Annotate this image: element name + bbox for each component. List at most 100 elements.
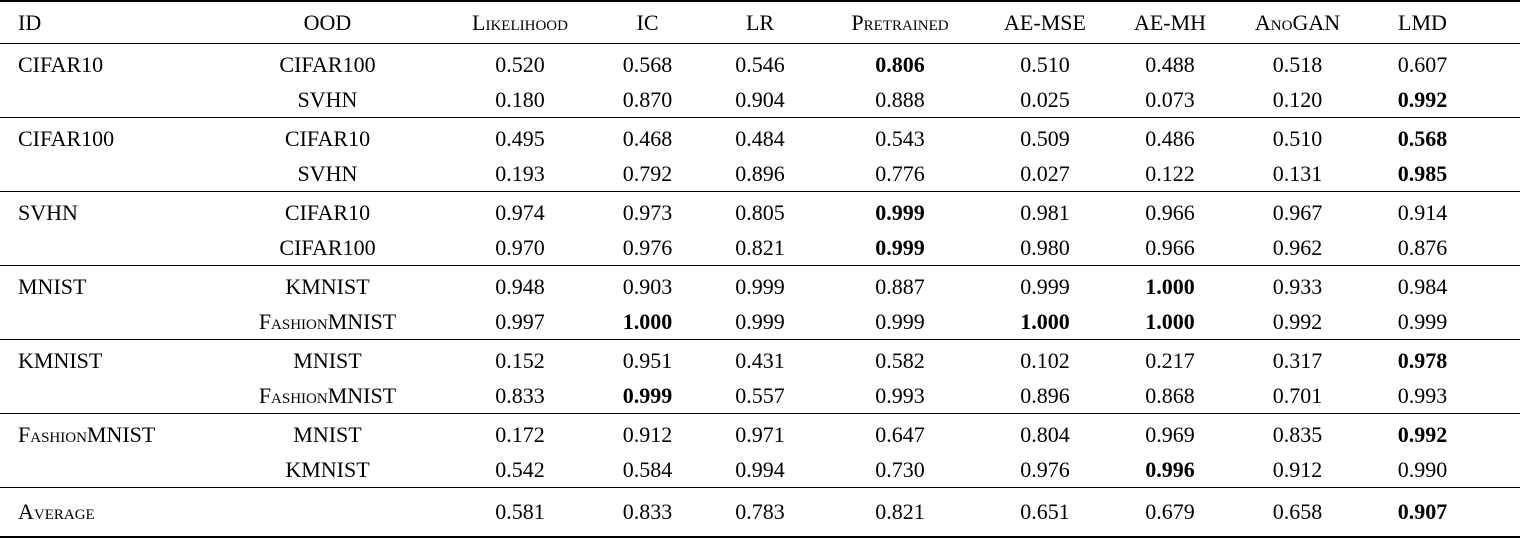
table-row: FashionMNIST 0.833 0.999 0.557 0.993 0.896 0.8… bbox=[0, 378, 1520, 414]
table-row: FashionMNIST MNIST 0.172 0.912 0.971 0.647 0.8… bbox=[0, 413, 1520, 452]
score-cell: 0.990 bbox=[1397, 456, 1448, 482]
score-cell: 0.317 bbox=[1230, 339, 1365, 378]
id-dataset-cell: FashionMNIST bbox=[0, 413, 210, 452]
score-cell: 0.876 bbox=[1397, 234, 1448, 260]
table-row: CIFAR100 CIFAR10 0.495 0.468 0.484 0.543 0.509… bbox=[0, 117, 1520, 156]
id-dataset-cell: CIFAR10 bbox=[0, 43, 210, 82]
score-cell: 0.543 bbox=[820, 117, 980, 156]
column-header-lmd: LMD bbox=[1365, 1, 1520, 44]
score-cell: 0.969 bbox=[1110, 413, 1230, 452]
average-label-cell: Average bbox=[0, 487, 210, 537]
score-cell: 0.486 bbox=[1110, 117, 1230, 156]
score-cell: 0.701 bbox=[1272, 382, 1323, 408]
column-header-anogan: AnoGAN bbox=[1230, 1, 1365, 44]
score-cell: 0.999 bbox=[875, 234, 925, 260]
score-cell: 1.000 bbox=[622, 308, 673, 334]
ood-dataset-cell: FashionMNIST bbox=[258, 308, 397, 334]
score-cell: 0.510 bbox=[980, 43, 1110, 82]
score-cell: 0.122 bbox=[1145, 160, 1195, 186]
score-cell: 0.520 bbox=[445, 43, 595, 82]
score-cell: 0.217 bbox=[1110, 339, 1230, 378]
table-row: KMNIST 0.542 0.584 0.994 0.730 0.976 0.996 0.91… bbox=[0, 452, 1520, 488]
table-header: ID OOD Likelihood IC LR Pretrained AE-MS… bbox=[0, 1, 1520, 44]
score-cell: 0.993 bbox=[875, 382, 925, 408]
score-cell: 0.557 bbox=[735, 382, 785, 408]
column-header-pretrained: Pretrained bbox=[820, 1, 980, 44]
score-cell: 0.806 bbox=[820, 43, 980, 82]
score-cell: 0.999 bbox=[980, 265, 1110, 304]
id-dataset-cell bbox=[0, 452, 210, 488]
score-cell: 0.992 bbox=[1397, 86, 1448, 112]
score-cell: 0.971 bbox=[700, 413, 820, 452]
table-row: SVHN CIFAR10 0.974 0.973 0.805 0.999 0.981 0.96… bbox=[0, 191, 1520, 230]
score-cell: 0.999 bbox=[1397, 308, 1448, 334]
table-row: SVHN 0.193 0.792 0.896 0.776 0.027 0.122 0.131 0… bbox=[0, 156, 1520, 192]
score-cell: 0.967 bbox=[1230, 191, 1365, 230]
score-cell: 0.730 bbox=[875, 456, 925, 482]
score-cell: 0.912 bbox=[1272, 456, 1323, 482]
score-cell: 0.970 bbox=[495, 234, 545, 260]
score-cell: 0.985 bbox=[1397, 160, 1448, 186]
table-row: MNIST KMNIST 0.948 0.903 0.999 0.887 0.999 1.00… bbox=[0, 265, 1520, 304]
score-cell: 0.981 bbox=[980, 191, 1110, 230]
average-score-cell: 0.833 bbox=[595, 487, 700, 537]
average-score-cell: 0.783 bbox=[700, 487, 820, 537]
score-cell: 0.495 bbox=[445, 117, 595, 156]
score-cell: 1.000 bbox=[1020, 308, 1070, 334]
score-cell: 0.904 bbox=[735, 86, 785, 112]
score-cell: 0.980 bbox=[1020, 234, 1070, 260]
score-cell: 0.948 bbox=[445, 265, 595, 304]
score-cell: 0.966 bbox=[1145, 234, 1195, 260]
score-cell: 0.647 bbox=[820, 413, 980, 452]
score-cell: 0.996 bbox=[1145, 456, 1195, 482]
ood-dataset-cell: CIFAR100 bbox=[210, 43, 445, 82]
score-cell: 0.542 bbox=[495, 456, 545, 482]
id-dataset-cell bbox=[0, 230, 210, 266]
column-header-ae-mse: AE-MSE bbox=[980, 1, 1110, 44]
score-cell: 0.870 bbox=[622, 86, 673, 112]
score-cell: 0.903 bbox=[595, 265, 700, 304]
column-header-likelihood: Likelihood bbox=[445, 1, 595, 44]
id-dataset-cell bbox=[0, 304, 210, 340]
score-cell: 0.896 bbox=[1020, 382, 1070, 408]
id-dataset-cell: SVHN bbox=[0, 191, 210, 230]
score-cell: 0.546 bbox=[700, 43, 820, 82]
average-score-cell: 0.907 bbox=[1365, 487, 1520, 537]
average-score-cell: 0.581 bbox=[445, 487, 595, 537]
ood-dataset-cell: KMNIST bbox=[285, 456, 370, 482]
score-cell: 0.833 bbox=[495, 382, 545, 408]
score-cell: 0.180 bbox=[495, 86, 545, 112]
score-cell: 0.821 bbox=[735, 234, 785, 260]
score-cell: 0.488 bbox=[1110, 43, 1230, 82]
ood-dataset-cell: SVHN bbox=[297, 160, 358, 186]
score-cell: 0.568 bbox=[595, 43, 700, 82]
id-dataset-cell bbox=[0, 156, 210, 192]
score-cell: 0.468 bbox=[595, 117, 700, 156]
id-dataset-cell: CIFAR100 bbox=[0, 117, 210, 156]
score-cell: 0.510 bbox=[1230, 117, 1365, 156]
ood-dataset-cell: CIFAR10 bbox=[210, 191, 445, 230]
score-cell: 0.887 bbox=[820, 265, 980, 304]
score-cell: 0.999 bbox=[622, 382, 673, 408]
table-row: KMNIST MNIST 0.152 0.951 0.431 0.582 0.102 0.21… bbox=[0, 339, 1520, 378]
score-cell: 0.835 bbox=[1230, 413, 1365, 452]
id-dataset-cell: MNIST bbox=[0, 265, 210, 304]
id-dataset-cell bbox=[0, 378, 210, 414]
score-cell: 0.868 bbox=[1145, 382, 1195, 408]
column-header-ic: IC bbox=[595, 1, 700, 44]
score-cell: 0.025 bbox=[1020, 86, 1070, 112]
score-cell: 0.978 bbox=[1365, 339, 1520, 378]
score-cell: 0.896 bbox=[735, 160, 785, 186]
score-cell: 0.999 bbox=[820, 191, 980, 230]
ood-dataset-cell: KMNIST bbox=[210, 265, 445, 304]
ood-dataset-cell: MNIST bbox=[210, 413, 445, 452]
score-cell: 0.776 bbox=[875, 160, 925, 186]
table-row: SVHN 0.180 0.870 0.904 0.888 0.025 0.073 0.120 0… bbox=[0, 82, 1520, 118]
score-cell: 0.804 bbox=[980, 413, 1110, 452]
score-cell: 0.992 bbox=[1272, 308, 1323, 334]
ood-dataset-cell bbox=[210, 487, 445, 537]
ood-dataset-cell: CIFAR100 bbox=[279, 234, 376, 260]
score-cell: 0.966 bbox=[1110, 191, 1230, 230]
score-cell: 0.172 bbox=[445, 413, 595, 452]
ood-dataset-cell: SVHN bbox=[297, 86, 358, 112]
